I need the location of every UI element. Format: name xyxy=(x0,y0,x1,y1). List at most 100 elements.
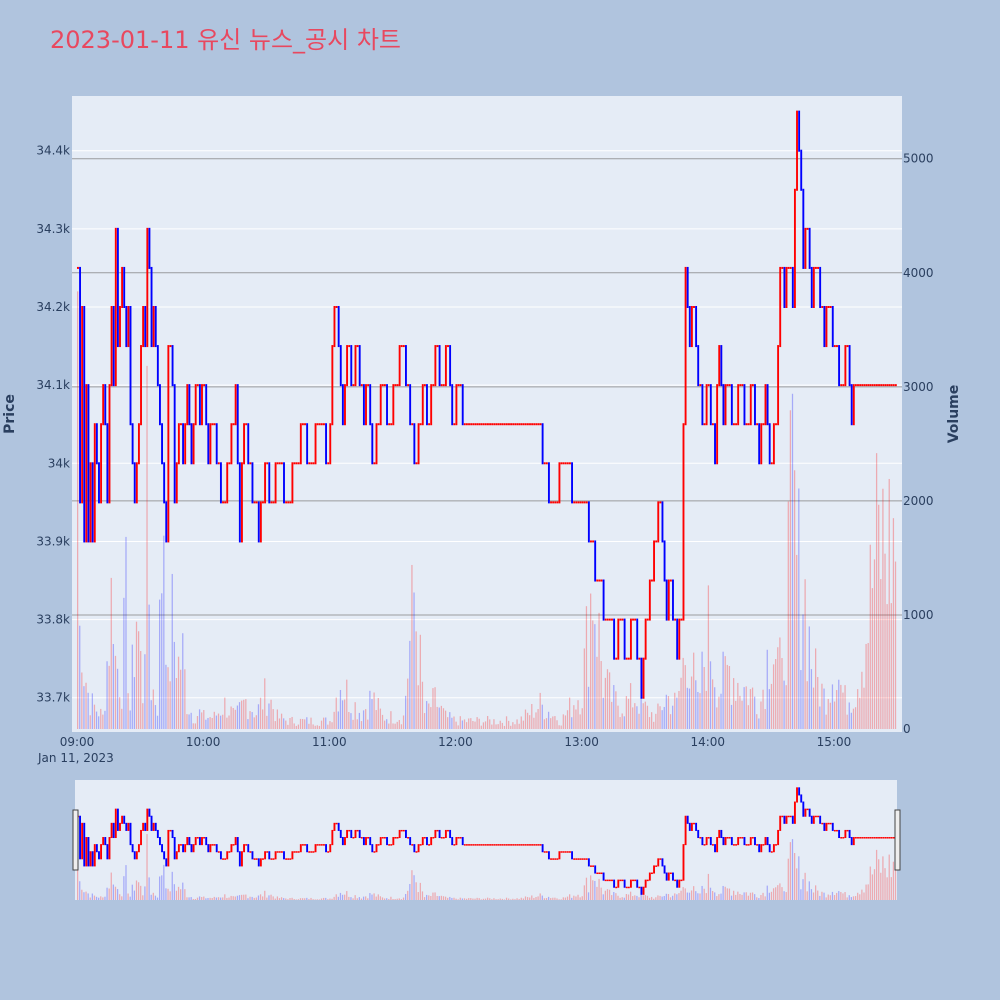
main-plot-area[interactable] xyxy=(72,96,902,732)
slider-candle xyxy=(411,844,414,846)
slider-candle xyxy=(741,837,744,839)
volume-bar xyxy=(848,702,850,729)
slider-volume-bar xyxy=(398,898,400,900)
volume-bar xyxy=(678,690,680,729)
volume-bar xyxy=(705,690,707,729)
slider-volume-bar xyxy=(604,890,607,900)
candle xyxy=(638,657,641,660)
volume-bar xyxy=(289,718,291,729)
candle xyxy=(405,345,407,387)
volume-bar xyxy=(762,689,764,729)
slider-candle xyxy=(238,851,241,867)
slider-volume-bar xyxy=(461,898,464,900)
slider-candle xyxy=(119,822,121,831)
candle xyxy=(758,423,761,465)
candle xyxy=(526,423,529,426)
volume-bar xyxy=(821,683,823,729)
candle xyxy=(407,384,409,387)
volume-bar xyxy=(306,717,308,729)
volume-bar xyxy=(663,706,665,729)
candle xyxy=(411,423,414,426)
slider-volume-bar xyxy=(676,894,678,900)
slider-volume-bar xyxy=(196,897,199,900)
slider-volume-bar xyxy=(831,891,834,900)
volume-bar xyxy=(79,625,81,729)
candle xyxy=(489,423,491,426)
slider-volume-bar xyxy=(295,899,297,900)
slider-candle xyxy=(743,837,746,846)
slider-candle xyxy=(690,822,693,831)
volume-bar xyxy=(634,703,636,729)
candle xyxy=(188,384,191,426)
volume-bar xyxy=(478,718,480,729)
range-slider-right-handle[interactable] xyxy=(894,809,901,871)
slider-candle xyxy=(268,851,271,860)
candle xyxy=(268,462,271,504)
slider-volume-bar xyxy=(573,895,575,900)
slider-candle xyxy=(547,851,550,860)
candle xyxy=(383,384,386,387)
slider-candle xyxy=(793,801,796,824)
slider-volume-bar xyxy=(577,894,579,900)
candle xyxy=(585,501,588,504)
slider-volume-bar xyxy=(817,890,819,900)
slider-volume-bar xyxy=(362,896,365,900)
candle xyxy=(121,266,124,308)
slider-volume-bar xyxy=(602,894,604,900)
slider-candle xyxy=(800,794,803,803)
slider-candle xyxy=(659,858,662,860)
slider-candle xyxy=(611,879,613,882)
slider-volume-bar xyxy=(571,897,573,900)
candle xyxy=(764,384,767,426)
volume-bar xyxy=(167,667,169,729)
slider-volume-bar xyxy=(358,897,361,900)
volume-bar xyxy=(791,393,794,729)
candle xyxy=(438,345,441,387)
slider-candle xyxy=(270,858,273,860)
slider-candle xyxy=(106,844,109,860)
slider-volume-bar xyxy=(148,877,150,900)
slider-volume-bar xyxy=(249,896,251,900)
slider-volume-bar xyxy=(821,891,823,900)
slider-volume-bar xyxy=(693,886,695,900)
volume-bar xyxy=(100,708,102,729)
x-axis-date-label: Jan 11, 2023 xyxy=(37,751,114,765)
candle xyxy=(516,423,519,426)
slider-volume-bar xyxy=(392,898,394,900)
volume-bar xyxy=(651,712,653,729)
volume-bar xyxy=(489,719,491,729)
slider-volume-bar xyxy=(394,899,396,900)
slider-volume-bar xyxy=(276,896,279,900)
slider-candle xyxy=(402,829,405,832)
slider-candle xyxy=(526,844,529,846)
candle xyxy=(159,384,161,426)
candle xyxy=(119,306,121,348)
volume-bar xyxy=(461,720,464,729)
candle xyxy=(468,423,470,426)
volume-bar xyxy=(657,703,659,729)
candle xyxy=(829,306,832,308)
slider-candle xyxy=(718,829,721,839)
candle xyxy=(114,227,117,387)
candle xyxy=(116,227,119,348)
slider-candle xyxy=(688,822,691,831)
volume-bar xyxy=(156,715,159,729)
range-slider-left-handle[interactable] xyxy=(72,809,79,871)
slider-volume-bar xyxy=(684,888,686,900)
volume-bar xyxy=(581,708,583,729)
slider-candle xyxy=(522,844,525,846)
slider-candle xyxy=(735,844,737,846)
candle xyxy=(423,384,426,387)
slider-candle xyxy=(230,844,233,853)
volume-bar xyxy=(150,700,152,729)
candle xyxy=(348,345,351,348)
x-tick-label: 10:00 xyxy=(186,735,221,749)
slider-volume-bar xyxy=(421,891,424,900)
slider-volume-bar xyxy=(621,897,623,900)
candle xyxy=(323,423,325,426)
range-slider[interactable] xyxy=(75,780,897,900)
slider-volume-bar xyxy=(596,886,598,900)
slider-volume-bar xyxy=(863,892,865,900)
volume-bar xyxy=(829,702,831,729)
slider-candle xyxy=(470,844,473,846)
